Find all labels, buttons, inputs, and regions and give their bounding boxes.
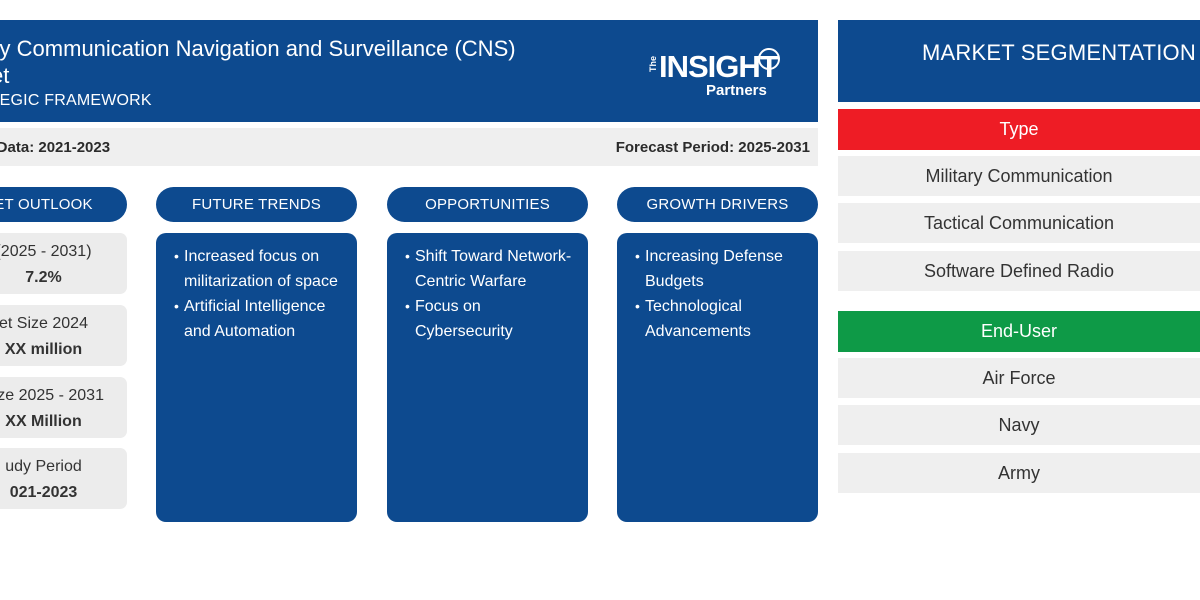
outlook-study-period: udy Period 021-2023 <box>0 448 127 509</box>
growth-drivers-card: Increasing Defense Budgets Technological… <box>617 233 818 522</box>
title-line-1: ary Communication Navigation and Surveil… <box>0 36 516 61</box>
opportunities-pill: OPPORTUNITIES <box>387 187 588 222</box>
outlook-cagr-value: 7.2% <box>25 269 62 286</box>
outlook-cagr: (2025 - 2031) 7.2% <box>0 233 127 294</box>
outlook-study-period-value: 021-2023 <box>9 484 78 501</box>
period-bar: al Data: 2021-2023 Forecast Period: 2025… <box>0 128 818 166</box>
outlook-market-size-forecast: Size 2025 - 2031 XX Million <box>0 377 127 438</box>
trend-item: Increased focus on militarization of spa… <box>174 244 349 294</box>
opportunity-item: Focus on Cybersecurity <box>405 294 580 344</box>
outlook-size-2024-value: XX million <box>4 341 83 358</box>
growth-drivers-pill: GROWTH DRIVERS <box>617 187 818 222</box>
report-subtitle: ATEGIC FRAMEWORK <box>0 92 152 109</box>
future-trends-card: Increased focus on militarization of spa… <box>156 233 357 522</box>
outlook-size-forecast-label: Size 2025 - 2031 <box>0 387 104 404</box>
opportunity-item: Shift Toward Network-Centric Warfare <box>405 244 580 294</box>
segment-end-user-item: Navy <box>838 405 1200 445</box>
segment-type-item: Tactical Communication <box>838 203 1200 243</box>
outlook-study-period-label: udy Period <box>5 458 82 475</box>
outlook-market-size-2024: et Size 2024 XX million <box>0 305 127 366</box>
segment-end-user-header: End-User <box>838 311 1200 352</box>
logo-the: The <box>648 56 658 73</box>
outlook-cagr-label: (2025 - 2031) <box>0 243 92 260</box>
opportunities-card: Shift Toward Network-Centric Warfare Foc… <box>387 233 588 522</box>
segment-end-user-item: Army <box>838 453 1200 493</box>
driver-item: Technological Advancements <box>635 294 810 344</box>
report-header: ary Communication Navigation and Surveil… <box>0 20 818 122</box>
insight-partners-logo: The INSIGHT Partners <box>648 48 798 118</box>
segment-type-item: Military Communication <box>838 156 1200 196</box>
logo-ring-icon <box>758 48 780 70</box>
segment-type-item: Software Defined Radio <box>838 251 1200 291</box>
driver-item: Increasing Defense Budgets <box>635 244 810 294</box>
segmentation-header: MARKET SEGMENTATION <box>838 20 1200 102</box>
forecast-period: Forecast Period: 2025-2031 <box>615 139 810 156</box>
report-title: ary Communication Navigation and Surveil… <box>0 35 620 89</box>
outlook-size-forecast-value: XX Million <box>5 413 82 430</box>
historical-period: al Data: 2021-2023 <box>0 139 111 156</box>
market-outlook-pill: ET OUTLOOK <box>0 187 127 222</box>
trend-item: Artificial Intelligence and Automation <box>174 294 349 344</box>
segment-type-header: Type <box>838 109 1200 150</box>
logo-sub: Partners <box>706 82 767 99</box>
future-trends-pill: FUTURE TRENDS <box>156 187 357 222</box>
segment-end-user-item: Air Force <box>838 358 1200 398</box>
title-line-2: ket <box>0 63 10 88</box>
outlook-size-2024-label: et Size 2024 <box>0 315 88 332</box>
